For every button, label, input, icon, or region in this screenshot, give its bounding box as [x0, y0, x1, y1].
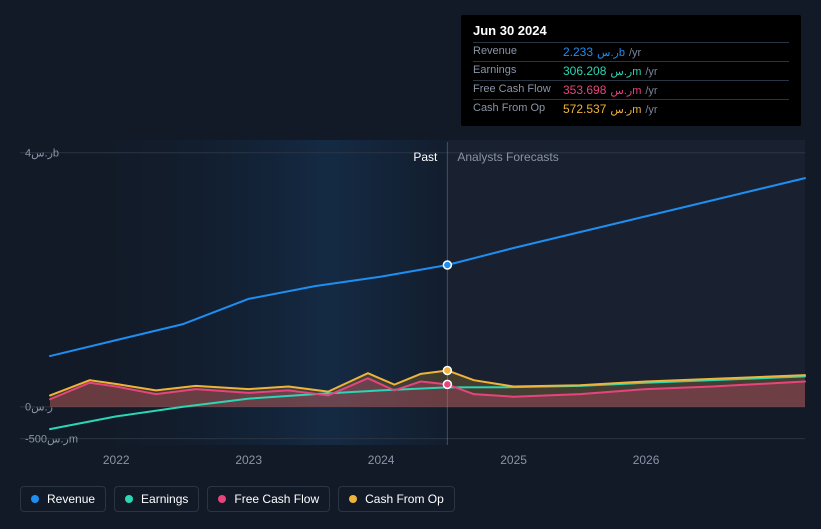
tooltip-row: Revenue2.233ﺭ.ﺱb/yr [473, 42, 789, 61]
legend-swatch-icon [31, 495, 39, 503]
tooltip-row: Free Cash Flow353.698ﺭ.ﺱm/yr [473, 80, 789, 99]
legend-label: Earnings [141, 492, 188, 506]
x-tick-label: 2022 [103, 453, 130, 467]
y-tick-label: -ﺭ.ﺱ500m [25, 432, 78, 445]
x-tick-label: 2026 [633, 453, 660, 467]
legend-swatch-icon [125, 495, 133, 503]
legend-label: Free Cash Flow [234, 492, 319, 506]
x-tick-label: 2024 [368, 453, 395, 467]
tooltip-row: Earnings306.208ﺭ.ﺱm/yr [473, 61, 789, 80]
legend-item-fcf[interactable]: Free Cash Flow [207, 486, 330, 512]
tooltip-row: Cash From Op572.537ﺭ.ﺱm/yr [473, 99, 789, 118]
tooltip-row-label: Revenue [473, 45, 563, 59]
chart-tooltip: Jun 30 2024 Revenue2.233ﺭ.ﺱb/yrEarnings3… [461, 15, 801, 126]
tooltip-row-value: 353.698ﺭ.ﺱm/yr [563, 83, 789, 97]
chart-legend: Revenue Earnings Free Cash Flow Cash From O… [20, 486, 455, 512]
tooltip-row-value: 306.208ﺭ.ﺱm/yr [563, 64, 789, 78]
legend-item-revenue[interactable]: Revenue [20, 486, 106, 512]
x-tick-label: 2025 [500, 453, 527, 467]
chart-container: ﺭ.ﺱ4b ﺭ.ﺱ0 -ﺭ.ﺱ500m 2022 2023 2024 2025 2026 P… [0, 0, 821, 524]
x-tick-label: 2023 [235, 453, 262, 467]
tooltip-date: Jun 30 2024 [473, 23, 789, 42]
forecast-region-label: Analysts Forecasts [457, 150, 558, 164]
legend-swatch-icon [349, 495, 357, 503]
legend-swatch-icon [218, 495, 226, 503]
past-region-label: Past [413, 150, 437, 164]
tooltip-row-label: Cash From Op [473, 102, 563, 116]
legend-item-cfo[interactable]: Cash From Op [338, 486, 455, 512]
tooltip-row-label: Earnings [473, 64, 563, 78]
tooltip-row-value: 572.537ﺭ.ﺱm/yr [563, 102, 789, 116]
legend-item-earnings[interactable]: Earnings [114, 486, 199, 512]
legend-label: Revenue [47, 492, 95, 506]
legend-label: Cash From Op [365, 492, 444, 506]
y-tick-label: ﺭ.ﺱ0 [25, 400, 53, 413]
tooltip-row-value: 2.233ﺭ.ﺱb/yr [563, 45, 789, 59]
tooltip-row-label: Free Cash Flow [473, 83, 563, 97]
y-tick-label: ﺭ.ﺱ4b [25, 146, 59, 159]
